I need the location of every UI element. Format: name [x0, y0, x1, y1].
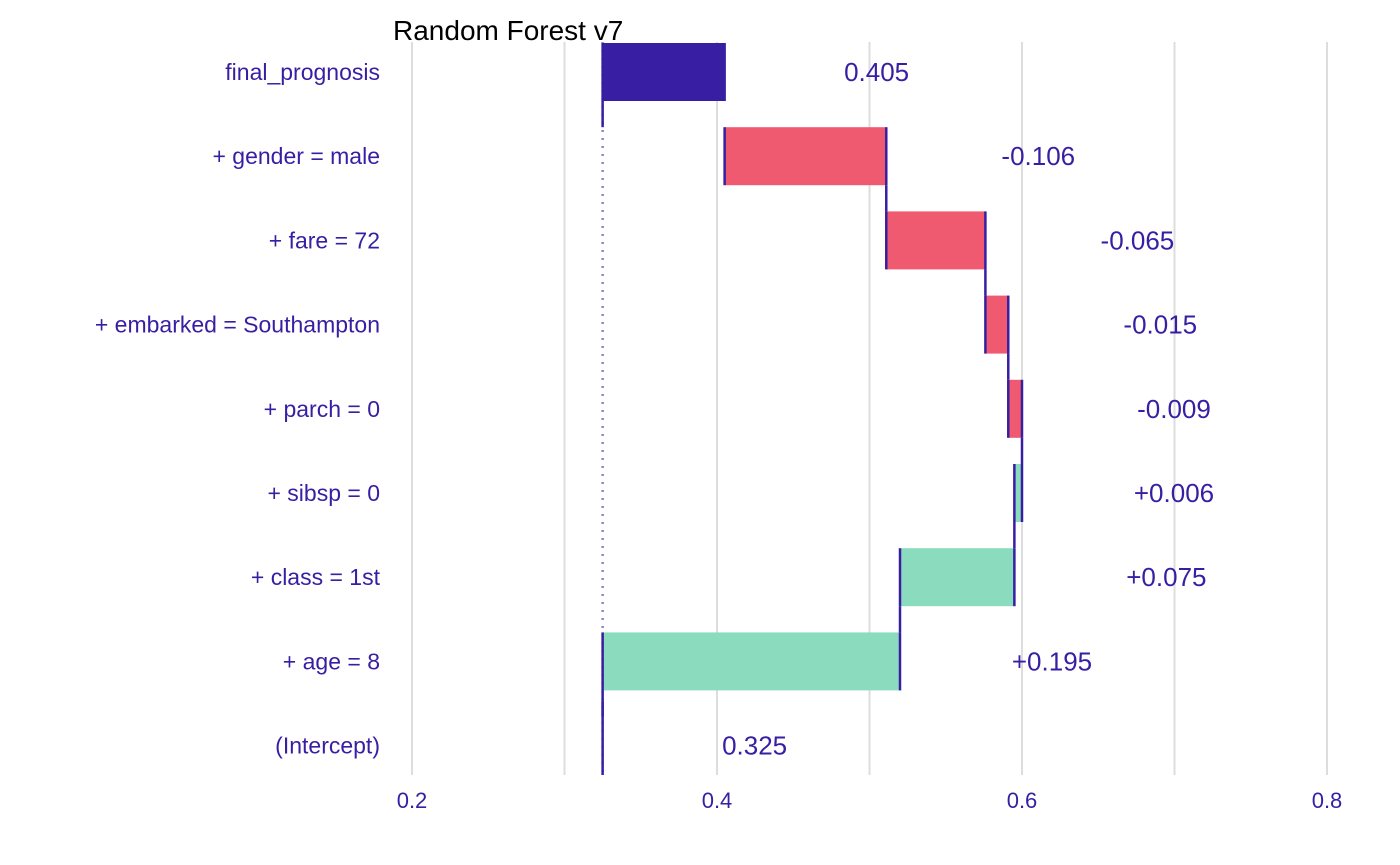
bars: [601, 43, 1024, 775]
y-axis-label: + age = 8: [283, 648, 380, 674]
y-axis-label: + class = 1st: [251, 564, 381, 590]
value-label: 0.405: [844, 57, 909, 87]
value-label: 0.325: [722, 731, 787, 761]
bar-negative: [724, 127, 887, 186]
chart-title: Random Forest v7: [393, 15, 623, 46]
bar-negative: [886, 211, 986, 270]
bar-positive: [900, 548, 1015, 607]
value-label: +0.195: [1012, 646, 1092, 676]
value-label: +0.075: [1126, 562, 1206, 592]
bar-negative: [1008, 379, 1022, 438]
y-axis-label: final_prognosis: [225, 59, 380, 85]
y-axis-label: (Intercept): [275, 733, 380, 759]
value-label: -0.106: [1001, 141, 1075, 171]
y-axis-label: + fare = 72: [269, 227, 380, 253]
value-label: -0.015: [1123, 310, 1197, 340]
bar-positive: [1014, 464, 1022, 522]
bar-negative: [985, 295, 1009, 354]
y-axis-label: + gender = male: [212, 143, 380, 169]
x-tick-label: 0.8: [1312, 788, 1343, 813]
value-label: +0.006: [1134, 478, 1214, 508]
x-tick-label: 0.2: [397, 788, 428, 813]
x-tick-label: 0.6: [1007, 788, 1038, 813]
value-label: -0.009: [1137, 394, 1211, 424]
y-axis-label: + sibsp = 0: [267, 480, 380, 506]
bar-positive: [602, 632, 900, 691]
y-axis-label: + embarked = Southampton: [95, 312, 380, 338]
bar-prediction: [602, 43, 725, 101]
labels: 0.2 0.4 0.6 0.8 final_prognosis 0.405 + gender…: [95, 57, 1342, 813]
y-axis-label: + parch = 0: [264, 396, 380, 422]
value-label: -0.065: [1101, 225, 1175, 255]
x-tick-label: 0.4: [702, 788, 733, 813]
